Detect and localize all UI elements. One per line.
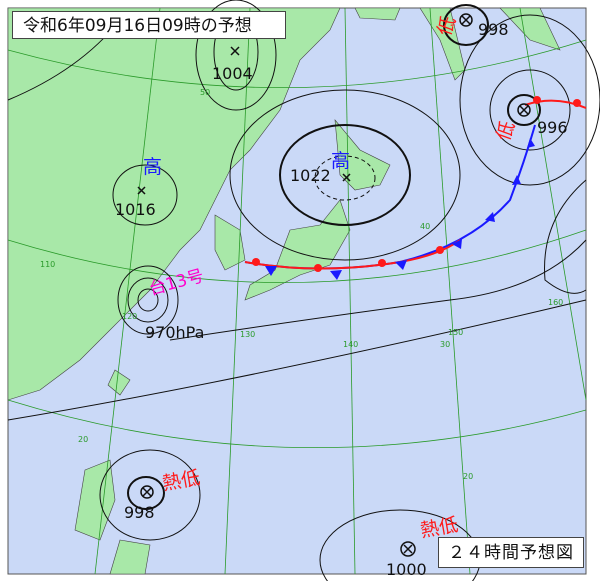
pressure-label: 1022 [290,166,331,185]
pressure-label: 1016 [115,200,156,219]
lat-label: 40 [420,222,431,231]
map-title: 令和6年09月16日09時の予想 [12,11,286,39]
lon-label: 120 [122,312,138,321]
pressure-label: 1004 [212,64,253,83]
lat-label: 20 [463,472,474,481]
pressure-label: 998 [124,503,155,522]
center-markers [137,13,531,557]
fronts [244,96,587,280]
lon-label: 130 [240,330,256,339]
pressure-label: 996 [537,118,568,137]
high-label: 高 [331,150,351,172]
lon-label: 160 [548,298,564,307]
lat-label: 20 [78,435,89,444]
lon-label: 110 [40,260,56,269]
lat-label: 50 [200,88,211,97]
pressure-label: 1000 [386,560,427,579]
high-label: 高 [143,156,163,178]
lon-label: 140 [343,340,359,349]
lat-label: 30 [440,340,451,349]
lon-label: 150 [448,328,464,337]
pressure-label: 998 [478,20,509,39]
forecast-label: ２４時間予想図 [438,537,584,568]
isobars [7,0,600,581]
pressure-label: 970hPa [145,323,205,342]
lat-lon-grid [7,7,587,575]
